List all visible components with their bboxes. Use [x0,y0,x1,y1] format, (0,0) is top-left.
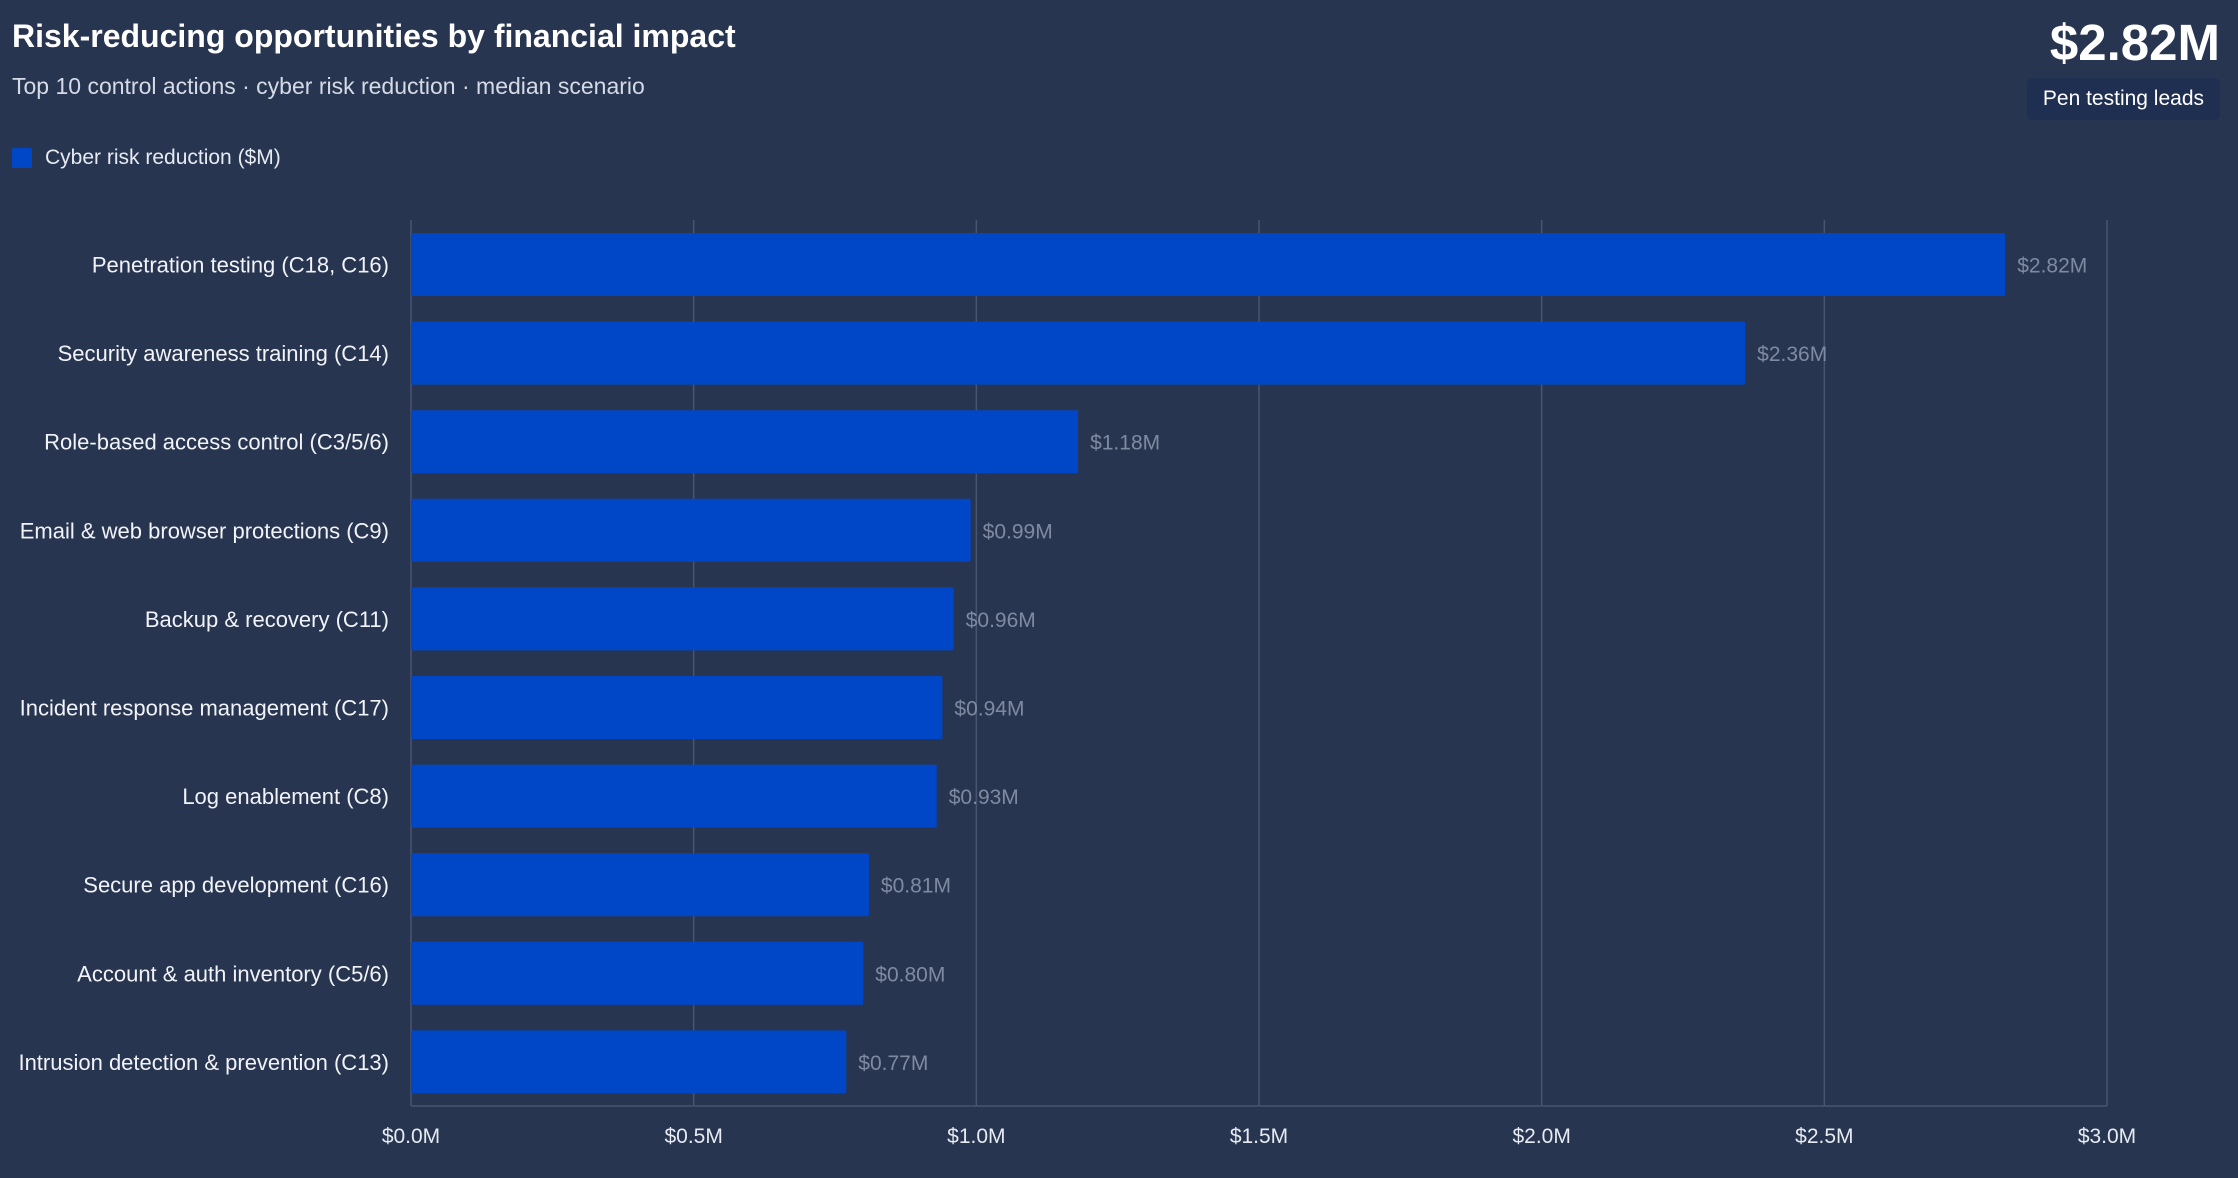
value-label: $0.81M [881,875,951,898]
value-label: $0.96M [966,609,1036,632]
category-label: Secure app development (C16) [83,873,389,898]
kpi-badge: Pen testing leads [2026,78,2220,120]
x-tick-label: $1.0M [947,1125,1005,1148]
value-label: $2.82M [2017,255,2087,278]
bar [411,233,2006,296]
value-label: $0.94M [954,698,1024,721]
legend-swatch [12,148,32,168]
value-label: $2.36M [1757,343,1827,366]
value-label: $1.18M [1090,432,1160,455]
bar [411,853,869,917]
category-label: Backup & recovery (C11) [145,607,389,632]
kpi-summary: $2.82M Pen testing leads [2026,12,2220,120]
x-tick-label: $2.0M [1512,1125,1570,1148]
x-tick-label: $3.0M [2078,1125,2136,1148]
chart-subtitle: Top 10 control actions · cyber risk redu… [12,73,645,99]
category-label: Intrusion detection & prevention (C13) [18,1050,389,1075]
chart-title: Risk-reducing opportunities by financial… [12,18,736,54]
chart-legend: Cyber risk reduction ($M) [12,146,281,170]
bar [411,587,954,651]
x-tick-label: $2.5M [1795,1125,1853,1148]
x-tick-label: $1.5M [1230,1125,1288,1148]
category-label: Role-based access control (C3/5/6) [44,430,389,455]
value-label: $0.77M [858,1052,928,1075]
bar [411,498,971,562]
category-label: Email & web browser protections (C9) [20,518,389,543]
value-label: $0.93M [949,786,1019,809]
category-label: Penetration testing (C18, C16) [92,253,389,278]
x-tick-label: $0.0M [382,1125,440,1148]
value-label: $0.80M [875,963,945,986]
category-label: Security awareness training (C14) [58,341,389,366]
bar [411,764,937,828]
category-label: Account & auth inventory (C5/6) [77,961,389,986]
kpi-value: $2.82M [2049,14,2220,71]
category-label: Log enablement (C8) [182,784,389,809]
x-tick-label: $0.5M [664,1125,722,1148]
category-label: Incident response management (C17) [20,696,389,721]
bar [411,321,1746,385]
value-label: $0.99M [983,520,1053,543]
bar [411,410,1079,474]
bar [411,676,943,739]
bar [411,1030,847,1094]
legend-label: Cyber risk reduction ($M) [45,146,281,169]
bar [411,941,864,1005]
